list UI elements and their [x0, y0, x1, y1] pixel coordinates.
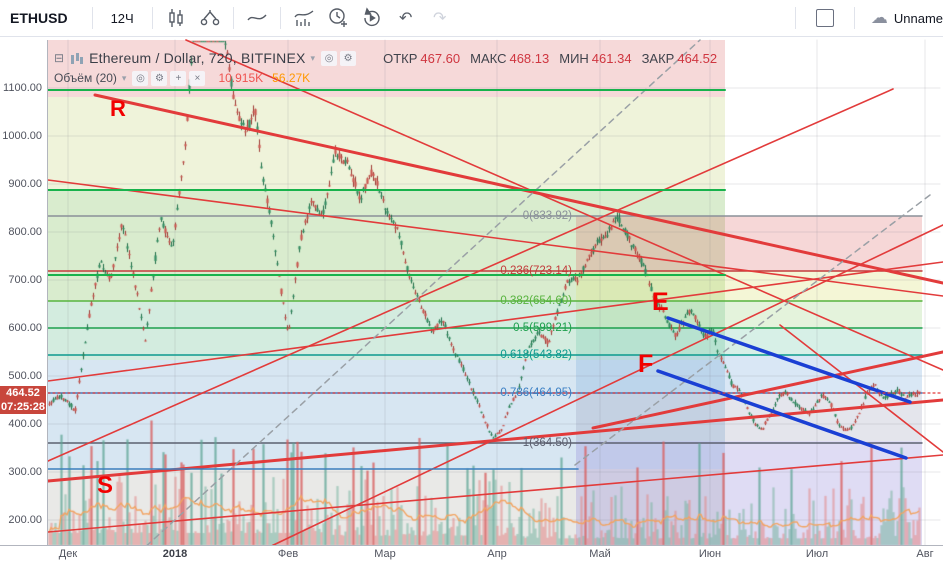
volume-value: 10.915K	[218, 71, 264, 85]
annotation-letter-e[interactable]: E	[652, 288, 669, 316]
time-axis[interactable]: Дек 2018 Фев Мар Апр Май Июн Июл Авг	[0, 545, 943, 561]
symbol-button[interactable]: ETHUSD	[10, 10, 68, 26]
time-tick-label: Дек	[58, 548, 78, 560]
symbol-title[interactable]: Ethereum / Dollar, 720, BITFINEX	[89, 50, 306, 66]
gear-icon[interactable]: ⚙	[340, 50, 357, 66]
undo-icon[interactable]: ↶	[389, 3, 423, 33]
gear-icon[interactable]: ⚙	[151, 70, 168, 86]
price-tick-label: 700.00	[8, 274, 42, 286]
redo-icon[interactable]: ↷	[423, 3, 457, 33]
layout-grid-icon[interactable]	[815, 9, 834, 27]
fib-level-label: 0.5(599.21)	[513, 322, 572, 334]
trend-line	[129, 39, 701, 561]
toolbar-right-group: ☁ Unname	[789, 0, 943, 36]
trend-line	[47, 454, 943, 533]
open-value: 467.60	[420, 50, 461, 66]
trend-line	[185, 39, 943, 371]
legend-main-row: ⊟ Ethereum / Dollar, 720, BITFINEX ▾ ◎ ⚙…	[54, 49, 717, 67]
volume-ma-value: 56.27K	[272, 71, 311, 85]
eye-icon[interactable]: ◎	[321, 50, 338, 66]
time-tick-label: Авг	[916, 548, 934, 560]
chart-legend: ⊟ Ethereum / Dollar, 720, BITFINEX ▾ ◎ ⚙…	[54, 49, 717, 87]
time-tick-label: Фев	[277, 548, 299, 560]
plus-icon[interactable]: +	[170, 70, 187, 86]
indicators-icon[interactable]	[287, 3, 321, 33]
price-tick-label: 300.00	[8, 466, 42, 478]
time-tick-label: 2018	[162, 548, 188, 560]
open-label: ОТКР	[383, 50, 418, 66]
chart-style-icon	[71, 52, 84, 64]
price-tick-label: 1000.00	[2, 130, 42, 142]
low-value: 461.34	[591, 50, 632, 66]
trend-line	[239, 224, 943, 561]
toolbar-divider	[279, 7, 281, 29]
time-tick-label: Май	[589, 548, 611, 560]
candlestick-style-icon[interactable]	[159, 3, 193, 33]
fib-level-label: 0.382(654.60)	[500, 295, 572, 307]
trend-line	[46, 398, 943, 483]
alert-add-icon[interactable]	[321, 3, 355, 33]
fib-level-label: 0.236(723.14)	[500, 265, 572, 277]
bar-replay-icon[interactable]	[355, 3, 389, 33]
close-label: ЗАКР	[641, 50, 675, 66]
time-tick-label: Апр	[487, 548, 507, 560]
trend-line	[591, 350, 943, 430]
legend-volume-row: Объём (20) ▾ ◎ ⚙ + × 10.915K 56.27K	[54, 69, 717, 87]
chevron-down-icon[interactable]: ▾	[310, 52, 316, 63]
trend-line	[47, 179, 943, 297]
trend-line	[47, 261, 943, 382]
close-value: 464.52	[677, 50, 718, 66]
price-tick-label: 500.00	[8, 370, 42, 382]
low-label: МИН	[559, 50, 589, 66]
candle-countdown-badge: 07:25:28	[0, 400, 46, 414]
fib-level-label: 0.618(543.82)	[500, 349, 572, 361]
price-tick-label: 600.00	[8, 322, 42, 334]
time-tick-label: Июн	[698, 548, 722, 560]
trend-line	[779, 324, 943, 453]
close-icon[interactable]: ×	[189, 70, 206, 86]
high-label: МАКС	[470, 50, 507, 66]
top-toolbar: ETHUSD 12Ч ↶ ↷ ☁ Unname	[0, 0, 943, 37]
price-axis[interactable]: 1100.00 1000.00 900.00 800.00 700.00 600.00 50…	[0, 40, 48, 545]
fib-level-label: 0(833.92)	[522, 210, 572, 222]
fib-level-label: 1(364.50)	[522, 437, 572, 449]
time-tick-label: Июл	[805, 548, 829, 560]
toolbar-divider	[794, 7, 796, 29]
eye-icon[interactable]: ◎	[132, 70, 149, 86]
current-price-badge: 464.52	[0, 386, 46, 400]
toolbar-divider	[232, 7, 234, 29]
price-tick-label: 1100.00	[3, 82, 42, 94]
cloud-save-icon[interactable]: ☁	[870, 8, 888, 27]
trend-line	[666, 316, 912, 404]
volume-indicator-label[interactable]: Объём (20)	[54, 71, 117, 85]
ohlc-readout: ОТКР 467.60 МАКС 468.13 МИН 461.34 ЗАКР 464.…	[369, 51, 717, 66]
trend-line	[656, 369, 908, 460]
toolbar-divider	[853, 7, 855, 29]
annotation-letter-s[interactable]: S	[97, 472, 114, 499]
high-value: 468.13	[509, 50, 550, 66]
compare-icon[interactable]	[193, 3, 227, 33]
legend-collapse-icon[interactable]: ⊟	[54, 51, 65, 65]
price-tick-label: 400.00	[8, 418, 42, 430]
fib-level-label: 0.786(464.95)	[500, 387, 572, 399]
price-tick-label: 900.00	[8, 178, 42, 190]
price-tick-label: 800.00	[8, 226, 42, 238]
line-tool-icon[interactable]	[240, 3, 274, 33]
chevron-down-icon[interactable]: ▾	[121, 72, 127, 83]
annotation-letter-r[interactable]: R	[110, 96, 126, 121]
price-tick-label: 200.00	[8, 514, 42, 526]
time-tick-label: Мар	[374, 548, 396, 560]
interval-button[interactable]: 12Ч	[110, 10, 134, 26]
toolbar-divider	[151, 7, 153, 29]
toolbar-divider	[91, 7, 93, 29]
trend-line	[574, 194, 931, 466]
layout-name-button[interactable]: Unname	[893, 10, 943, 26]
annotation-letter-f[interactable]: F	[638, 350, 654, 378]
